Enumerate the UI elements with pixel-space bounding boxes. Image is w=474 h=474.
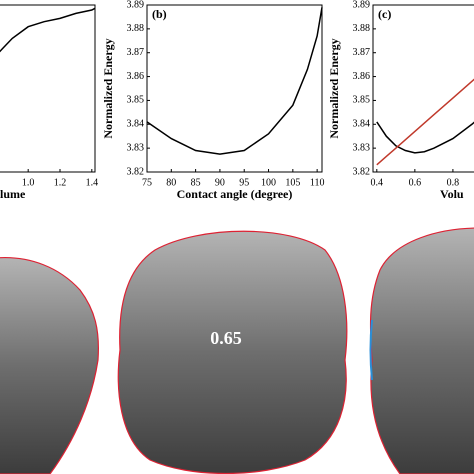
y-tick-label: 3.83 <box>353 142 371 153</box>
y-tick-label: 3.82 <box>127 166 145 177</box>
x-tick-label: 85 <box>191 177 201 188</box>
y-axis-label: Normalized Energy <box>101 38 115 138</box>
x-axis-label: Contact angle (degree) <box>177 187 293 201</box>
x-tick-label: 90 <box>215 177 225 188</box>
droplet-center <box>117 230 348 474</box>
droplet-left <box>0 256 100 474</box>
droplet-right <box>369 227 474 474</box>
panel-label: (b) <box>152 7 167 21</box>
x-tick-label: 95 <box>239 177 249 188</box>
x-tick-label: 1.4 <box>86 177 99 188</box>
plot-frame <box>146 4 323 173</box>
y-tick-label: 3.89 <box>127 0 145 10</box>
data-line <box>146 7 323 155</box>
droplet-label: 0.65 <box>210 328 242 348</box>
y-tick-label: 3.84 <box>353 119 371 130</box>
y-tick-label: 3.82 <box>353 166 371 177</box>
y-tick-label: 3.85 <box>127 95 145 106</box>
x-axis-label: Volu <box>440 187 464 201</box>
y-tick-label: 3.85 <box>353 95 371 106</box>
x-tick-label: 105 <box>285 177 300 188</box>
y-tick-label: 3.88 <box>127 23 145 34</box>
x-tick-label: 1.0 <box>22 177 35 188</box>
x-tick-label: 110 <box>310 177 325 188</box>
x-tick-label: 0.4 <box>371 177 384 188</box>
y-tick-label: 3.87 <box>127 47 145 58</box>
droplet-edge <box>369 319 373 381</box>
y-tick-label: 3.86 <box>127 71 145 82</box>
x-tick-label: 100 <box>261 177 276 188</box>
data-line <box>376 121 474 154</box>
y-axis-label: Normalized Energy <box>327 38 341 138</box>
x-axis-label: lume <box>0 187 26 201</box>
x-tick-label: 0.6 <box>409 177 422 188</box>
y-tick-label: 3.83 <box>127 142 145 153</box>
plot-frame <box>0 4 96 173</box>
data-line <box>0 7 96 53</box>
plot-frame <box>372 4 474 173</box>
panel-label: (c) <box>378 7 391 21</box>
y-tick-label: 3.89 <box>353 0 371 10</box>
y-tick-label: 3.88 <box>353 23 371 34</box>
y-tick-label: 3.87 <box>353 47 371 58</box>
x-tick-label: 80 <box>166 177 176 188</box>
x-tick-label: 75 <box>142 177 152 188</box>
y-tick-label: 3.84 <box>127 119 145 130</box>
x-tick-label: 1.2 <box>54 177 67 188</box>
y-tick-label: 3.86 <box>353 71 371 82</box>
x-tick-label: 0.8 <box>447 177 460 188</box>
data-line <box>376 78 474 166</box>
